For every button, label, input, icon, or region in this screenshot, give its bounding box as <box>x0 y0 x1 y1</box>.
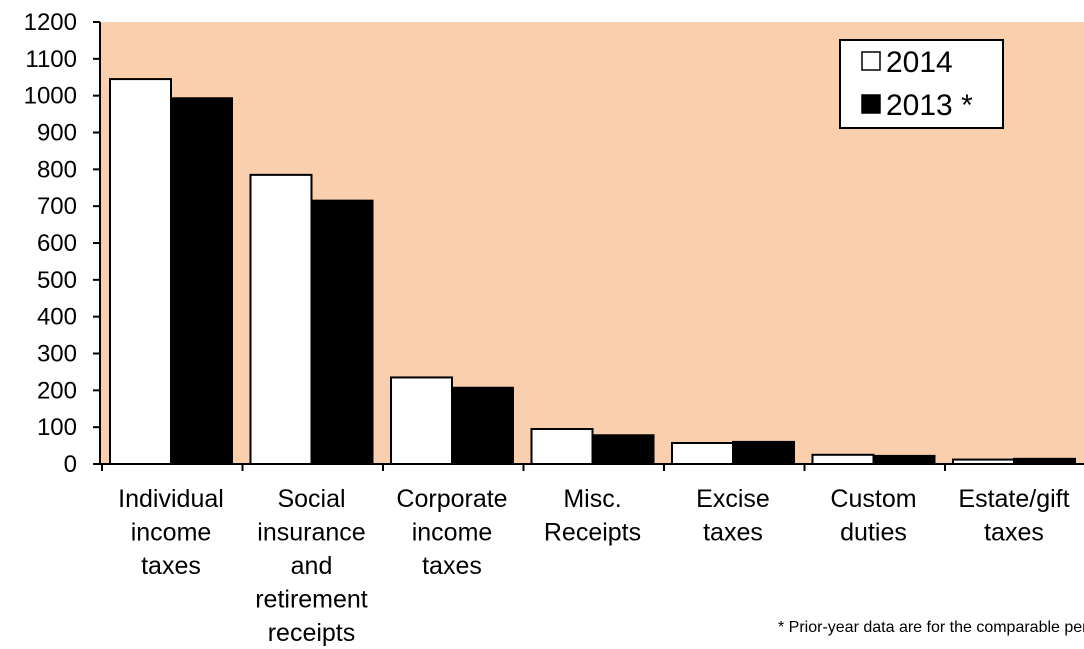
y-axis-ticks: 0 100 200 300 400 500 600 700 800 900 1000 1100 1200 <box>24 9 100 478</box>
footnote: * Prior-year data are for the comparable… <box>778 619 1084 636</box>
y-tick-label: 1200 <box>24 9 77 36</box>
x-category-label: Corporate income taxes <box>396 485 507 580</box>
y-tick-label: 400 <box>37 304 77 331</box>
legend-swatch <box>861 94 881 114</box>
y-tick-label: 100 <box>37 414 77 441</box>
x-category-label: Custom duties <box>830 485 916 547</box>
bar-2014-4 <box>671 442 734 466</box>
x-category-label: Misc. Receipts <box>544 485 641 547</box>
x-category-label: Estate/gift taxes <box>958 485 1069 547</box>
bar-2014-1 <box>249 173 313 465</box>
bar-2014-0 <box>109 78 172 465</box>
legend-label: 2014 <box>886 46 953 79</box>
x-axis-labels: Individual income taxes Social insurance and r… <box>118 485 1069 647</box>
bar-2013-5 <box>872 454 936 466</box>
y-tick-label: 1000 <box>24 83 77 110</box>
bar-2014-2 <box>390 376 453 466</box>
bar-2014-5 <box>811 453 875 465</box>
y-tick-label: 900 <box>37 120 77 147</box>
bar-2013-1 <box>310 199 374 465</box>
y-tick-label: 800 <box>37 156 77 183</box>
x-category-label: Excise taxes <box>696 485 770 547</box>
y-tick-label: 300 <box>37 341 77 368</box>
bars <box>109 78 1076 466</box>
y-tick-label: 1100 <box>25 46 77 73</box>
bar-2013-2 <box>451 386 514 466</box>
y-tick-label: 0 <box>64 451 77 478</box>
bar-2013-4 <box>732 440 795 465</box>
x-category-label: Social insurance and retirement receipts <box>255 485 368 647</box>
y-tick-label: 500 <box>37 267 77 294</box>
x-category-label: Individual income taxes <box>118 485 224 580</box>
bar-2014-3 <box>530 428 594 465</box>
legend-label: 2013 * <box>886 89 973 122</box>
bar-2013-0 <box>170 97 233 466</box>
legend: 2014 2013 * <box>839 39 1004 129</box>
legend-swatch <box>861 51 881 71</box>
bar-2013-3 <box>591 434 655 465</box>
y-tick-label: 200 <box>37 377 77 404</box>
y-tick-label: 600 <box>37 230 77 257</box>
y-tick-label: 700 <box>37 193 77 220</box>
